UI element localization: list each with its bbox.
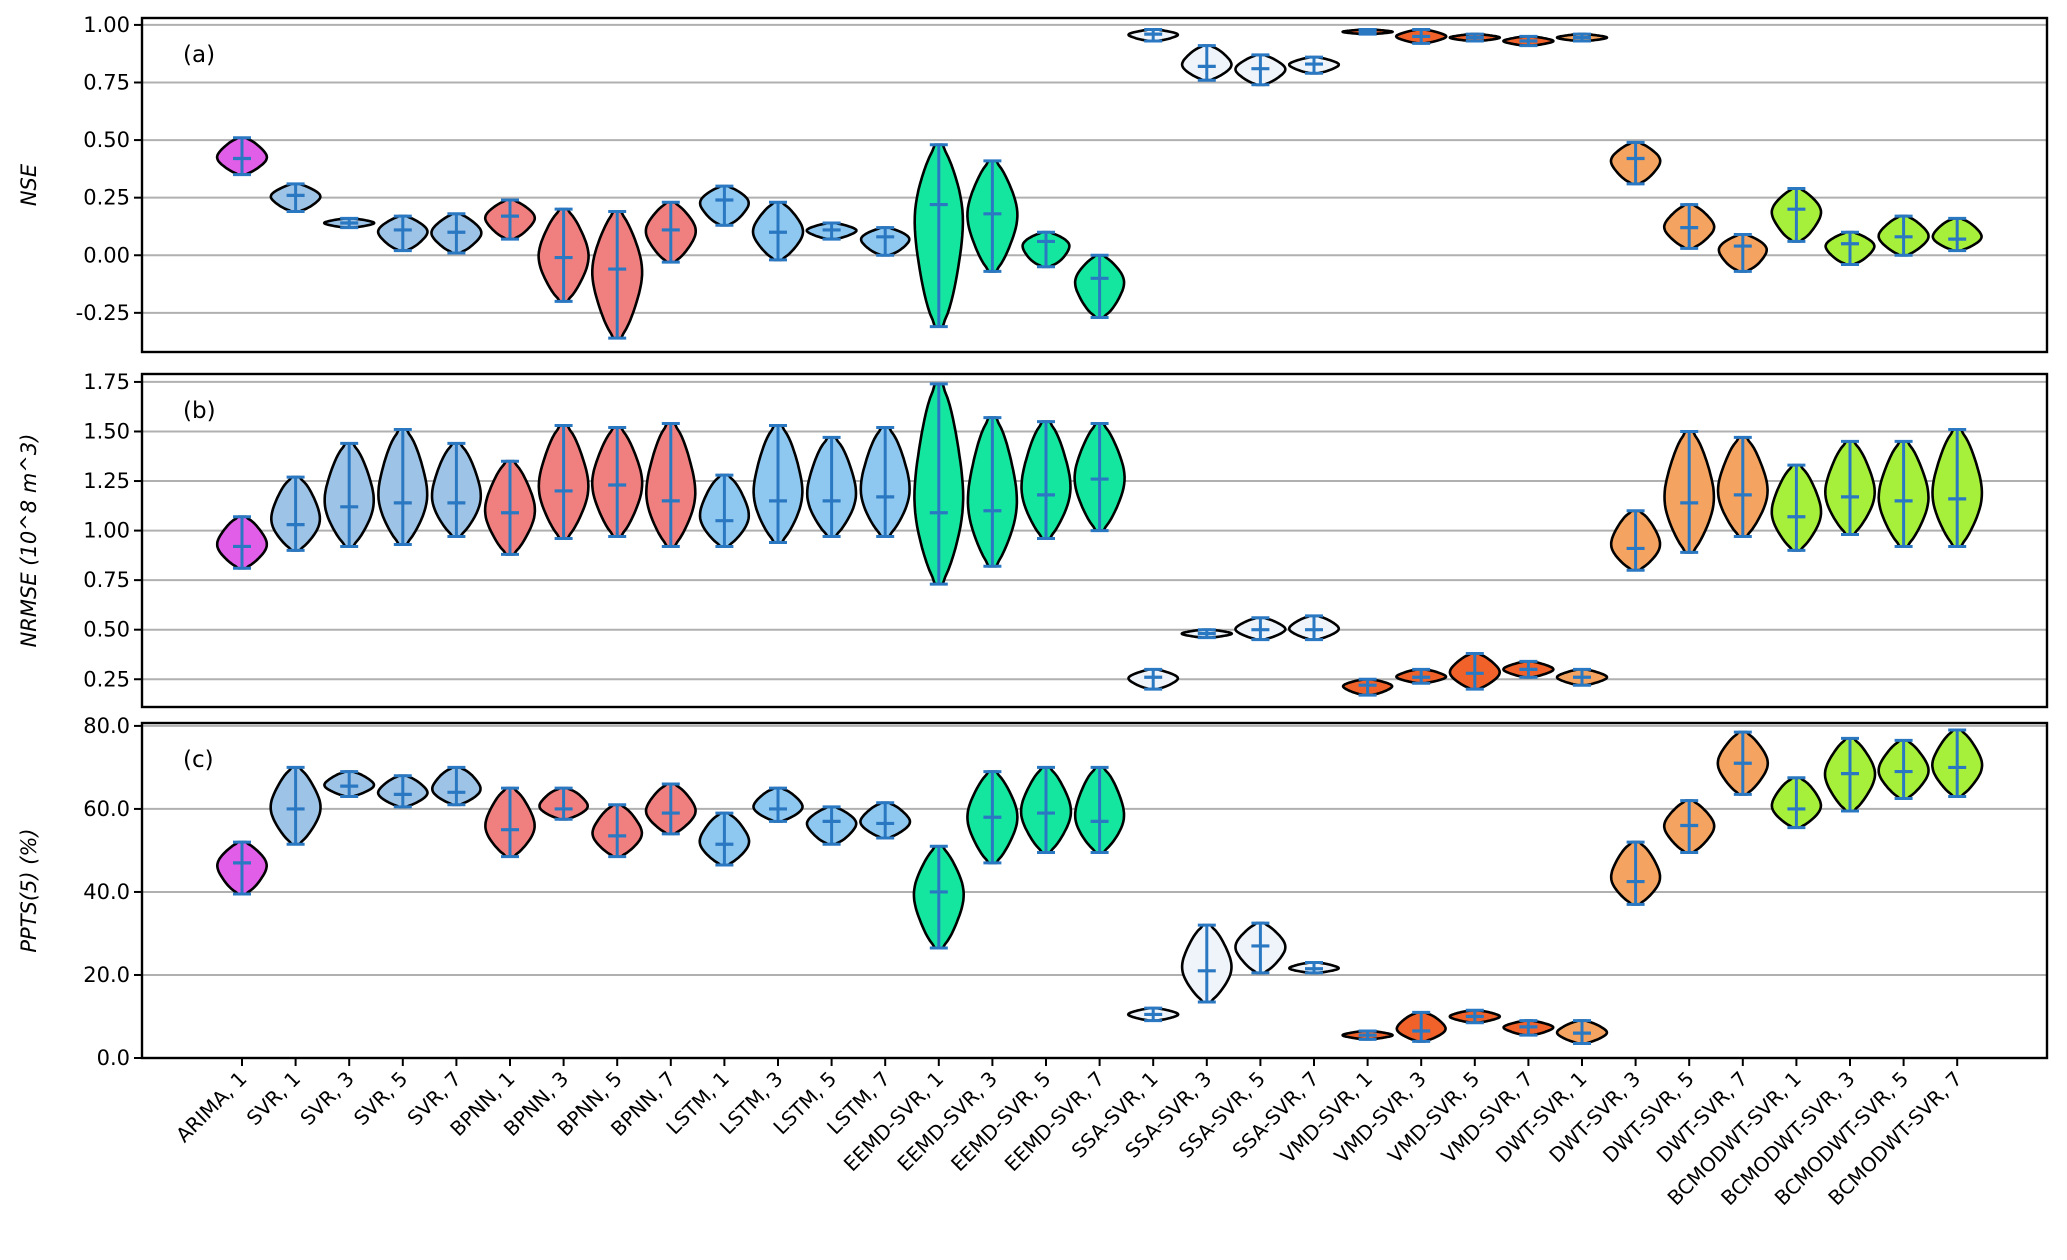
y-axis-label: NRMSE (10^8 m^3) — [17, 434, 41, 648]
panel-c-ppts: 80.0 60.0 40.0 20.0 0.0 (c) PPTS(5) (%) — [17, 714, 2049, 1070]
y-tick-label: 1.00 — [83, 519, 130, 543]
panel-label: (b) — [183, 398, 216, 424]
y-tick-label: 60.0 — [83, 797, 130, 821]
y-tick-label: 0.75 — [83, 70, 130, 94]
y-tick-label: 0.75 — [83, 568, 130, 592]
y-tick-label: 1.75 — [83, 370, 130, 394]
y-tick-label: 0.50 — [83, 128, 130, 152]
y-axis-label: NSE — [17, 163, 41, 206]
x-category-label: SVR, 3 — [295, 1067, 358, 1130]
y-tick-label: 0.25 — [83, 186, 130, 210]
x-category-label: SVR, 5 — [349, 1067, 412, 1130]
y-tick-label: 1.25 — [83, 469, 130, 493]
y-tick-label: 80.0 — [83, 714, 130, 738]
y-tick-label: 1.50 — [83, 419, 130, 443]
panel-label: (c) — [183, 747, 214, 773]
panel-label: (a) — [183, 42, 215, 68]
y-tick-label: -0.25 — [76, 301, 130, 325]
y-tick-label: 1.00 — [83, 13, 130, 37]
y-tick-label: 0.0 — [97, 1046, 130, 1070]
axes-frame — [140, 372, 2049, 709]
x-category-label: ARIMA, 1 — [171, 1067, 252, 1148]
y-tick-label: 0.25 — [83, 667, 130, 691]
axes-frame — [140, 16, 2049, 354]
x-category-label: SVR, 1 — [242, 1067, 305, 1130]
panel-a-nse: 1.00 0.75 0.50 0.25 0.00 -0.25 (a) NSE — [17, 13, 2049, 354]
y-tick-label: 20.0 — [83, 963, 130, 987]
y-tick-label: 0.50 — [83, 618, 130, 642]
panel-b-nrmse: 1.75 1.50 1.25 1.00 0.75 0.50 0.25 (b) NRMSE (10… — [17, 370, 2049, 709]
y-axis-label: PPTS(5) (%) — [17, 828, 41, 952]
y-tick-label: 40.0 — [83, 880, 130, 904]
y-tick-label: 0.00 — [83, 243, 130, 267]
axes-frame — [140, 721, 2049, 1060]
